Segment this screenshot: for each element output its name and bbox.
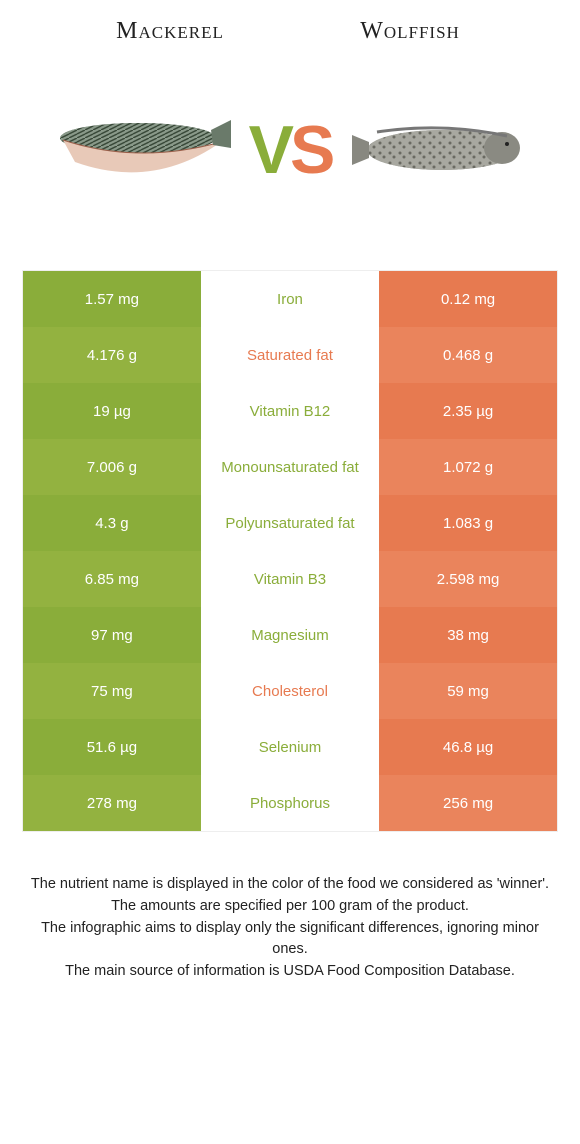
value-left: 1.57 mg xyxy=(23,271,201,327)
value-right: 1.072 g xyxy=(379,439,557,495)
food-title-right: Wolffish xyxy=(290,18,530,45)
value-left: 19 µg xyxy=(23,383,201,439)
value-left: 75 mg xyxy=(23,663,201,719)
table-row: 7.006 gMonounsaturated fat1.072 g xyxy=(23,439,557,495)
nutrient-name: Saturated fat xyxy=(201,327,379,383)
table-row: 1.57 mgIron0.12 mg xyxy=(23,271,557,327)
footer-line: The infographic aims to display only the… xyxy=(28,918,552,962)
value-left: 51.6 µg xyxy=(23,719,201,775)
value-right: 59 mg xyxy=(379,663,557,719)
nutrient-name: Phosphorus xyxy=(201,775,379,831)
table-row: 97 mgMagnesium38 mg xyxy=(23,607,557,663)
footer-line: The amounts are specified per 100 gram o… xyxy=(28,896,552,918)
vs-v: V xyxy=(249,112,290,188)
value-right: 46.8 µg xyxy=(379,719,557,775)
value-right: 2.598 mg xyxy=(379,551,557,607)
nutrient-name: Cholesterol xyxy=(201,663,379,719)
vs-label: VS xyxy=(249,111,332,189)
nutrient-name: Vitamin B12 xyxy=(201,383,379,439)
food-title-left: Mackerel xyxy=(50,18,290,45)
vs-s: S xyxy=(290,112,331,188)
value-left: 278 mg xyxy=(23,775,201,831)
comparison-table: 1.57 mgIron0.12 mg4.176 gSaturated fat0.… xyxy=(22,270,558,832)
food-image-left xyxy=(53,90,233,210)
value-left: 97 mg xyxy=(23,607,201,663)
vs-row: VS xyxy=(0,50,580,270)
value-left: 7.006 g xyxy=(23,439,201,495)
wolffish-icon xyxy=(347,90,527,210)
table-row: 19 µgVitamin B122.35 µg xyxy=(23,383,557,439)
value-left: 4.176 g xyxy=(23,327,201,383)
footer-notes: The nutrient name is displayed in the co… xyxy=(0,832,580,993)
footer-line: The nutrient name is displayed in the co… xyxy=(28,874,552,896)
food-image-right xyxy=(347,90,527,210)
nutrient-name: Monounsaturated fat xyxy=(201,439,379,495)
value-left: 6.85 mg xyxy=(23,551,201,607)
nutrient-name: Magnesium xyxy=(201,607,379,663)
header: Mackerel Wolffish xyxy=(0,0,580,50)
value-right: 38 mg xyxy=(379,607,557,663)
mackerel-icon xyxy=(53,90,233,210)
nutrient-name: Iron xyxy=(201,271,379,327)
value-right: 256 mg xyxy=(379,775,557,831)
table-row: 6.85 mgVitamin B32.598 mg xyxy=(23,551,557,607)
table-row: 75 mgCholesterol59 mg xyxy=(23,663,557,719)
footer-line: The main source of information is USDA F… xyxy=(28,961,552,983)
nutrient-name: Vitamin B3 xyxy=(201,551,379,607)
table-row: 4.3 gPolyunsaturated fat1.083 g xyxy=(23,495,557,551)
nutrient-name: Polyunsaturated fat xyxy=(201,495,379,551)
value-right: 0.12 mg xyxy=(379,271,557,327)
value-right: 1.083 g xyxy=(379,495,557,551)
table-row: 4.176 gSaturated fat0.468 g xyxy=(23,327,557,383)
table-row: 278 mgPhosphorus256 mg xyxy=(23,775,557,831)
nutrient-name: Selenium xyxy=(201,719,379,775)
value-right: 0.468 g xyxy=(379,327,557,383)
value-left: 4.3 g xyxy=(23,495,201,551)
value-right: 2.35 µg xyxy=(379,383,557,439)
table-row: 51.6 µgSelenium46.8 µg xyxy=(23,719,557,775)
